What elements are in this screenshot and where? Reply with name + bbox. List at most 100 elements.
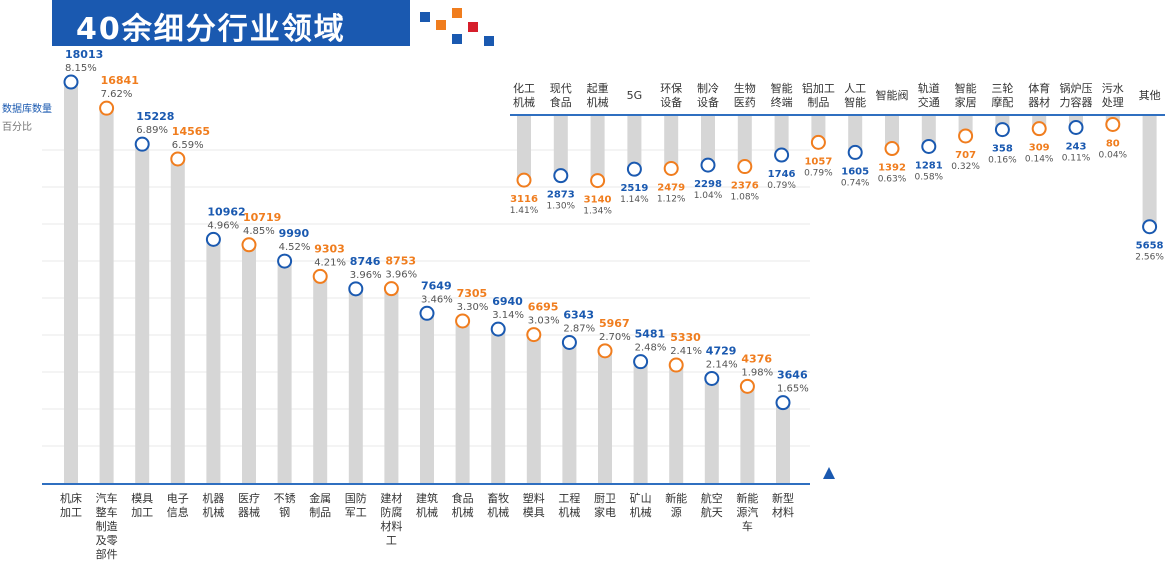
percent-label: 2.14%: [706, 359, 738, 370]
value-label: 5658: [1136, 241, 1164, 252]
category-label: 现代: [550, 82, 572, 95]
percent-label: 7.62%: [101, 89, 133, 100]
title-banner: [52, 0, 410, 46]
percent-label: 4.52%: [279, 242, 311, 253]
category-label: 不锈: [274, 492, 296, 505]
bar: [774, 115, 789, 156]
category-label: 车: [742, 519, 753, 533]
bar: [420, 313, 434, 484]
bar-marker: [63, 74, 79, 90]
bar: [348, 288, 363, 484]
value-label: 7649: [421, 279, 452, 292]
percent-label: 0.14%: [1025, 155, 1054, 165]
value-label: 1392: [878, 163, 906, 174]
category-label: 生物: [734, 81, 756, 95]
bar-marker: [663, 160, 679, 176]
category-label: 整车: [96, 505, 118, 519]
bar-marker: [526, 327, 542, 343]
bar: [633, 361, 648, 484]
value-label: 707: [955, 150, 976, 161]
value-label: 358: [992, 144, 1013, 155]
category-label: 家居: [955, 95, 977, 109]
value-label: 4729: [706, 344, 737, 357]
category-label: 部件: [96, 547, 118, 561]
value-label: 80: [1106, 138, 1120, 149]
category-label: 加工: [131, 506, 153, 519]
category-label: 设备: [697, 95, 719, 109]
category-label: 材料: [380, 519, 402, 533]
value-label: 10719: [243, 211, 281, 224]
bar: [99, 108, 114, 485]
bar-marker: [884, 141, 900, 157]
value-label: 2298: [694, 179, 722, 190]
percent-label: 1.04%: [694, 191, 723, 201]
value-label: 7305: [457, 287, 488, 300]
category-label: 电子: [167, 492, 189, 505]
category-label: 食品: [452, 491, 474, 505]
bar: [170, 158, 185, 484]
bar: [313, 276, 328, 484]
percent-label: 1.41%: [510, 206, 539, 216]
banner-decoration: [420, 8, 494, 46]
bar-marker: [205, 231, 221, 247]
category-label: 家电: [594, 505, 616, 519]
legend-count-label: 数据库数量: [2, 102, 52, 115]
value-label: 16841: [101, 74, 139, 87]
category-label: 源汽: [736, 505, 758, 519]
category-label: 机械: [416, 505, 438, 519]
category-label: 三轮: [991, 81, 1013, 95]
bar-marker: [516, 172, 532, 188]
decor-square-blue: [484, 36, 494, 46]
bar-marker: [419, 305, 435, 321]
bar-marker: [597, 343, 613, 359]
bar-marker: [958, 128, 974, 144]
category-label: 国防: [345, 491, 367, 505]
category-label: 化工: [513, 81, 535, 95]
percent-label: 3.14%: [492, 310, 524, 321]
category-label: 畜牧: [487, 491, 509, 505]
value-label: 5481: [635, 328, 666, 341]
triangle-marker-icon: [823, 467, 835, 479]
category-label: 医疗: [238, 491, 260, 505]
percent-label: 3.03%: [528, 316, 560, 327]
category-label: 污水: [1102, 82, 1124, 95]
percent-label: 0.79%: [804, 168, 833, 178]
bar-marker: [553, 168, 569, 184]
category-label: 工程: [558, 492, 580, 505]
bar: [590, 115, 605, 181]
bar-marker: [810, 134, 826, 150]
category-label: 汽车: [96, 491, 118, 505]
value-label: 1057: [804, 156, 832, 167]
bar-marker: [312, 268, 328, 284]
bar-marker: [626, 161, 642, 177]
decor-square-orange: [452, 8, 462, 18]
category-label: 军工: [345, 506, 367, 519]
value-label: 5967: [599, 317, 630, 330]
value-label: 3140: [584, 195, 612, 206]
bar: [598, 350, 612, 484]
bar: [1142, 115, 1157, 227]
category-label: 环保: [660, 81, 682, 95]
value-label: 14565: [172, 125, 210, 138]
value-label: 1746: [768, 169, 796, 180]
bar-marker: [739, 378, 755, 394]
category-label: 智能: [955, 81, 977, 95]
category-label: 其他: [1139, 89, 1161, 102]
decor-square-red: [468, 22, 478, 32]
bar-marker: [775, 395, 791, 411]
category-label: 新型: [772, 491, 794, 505]
bar: [277, 261, 292, 484]
percent-label: 1.12%: [657, 194, 686, 204]
category-label: 机械: [513, 95, 535, 109]
legend-percent-label: 百分比: [2, 121, 32, 133]
bar-marker: [1105, 116, 1121, 132]
category-label: 器械: [238, 505, 260, 519]
value-label: 309: [1029, 143, 1050, 154]
percent-label: 0.04%: [1099, 150, 1128, 160]
category-label: 源: [671, 505, 682, 519]
category-label: 厨卫: [594, 492, 616, 505]
value-label: 3116: [510, 194, 538, 205]
percent-label: 2.56%: [1135, 253, 1164, 263]
percent-label: 1.34%: [583, 207, 612, 217]
value-label: 6940: [492, 295, 523, 308]
